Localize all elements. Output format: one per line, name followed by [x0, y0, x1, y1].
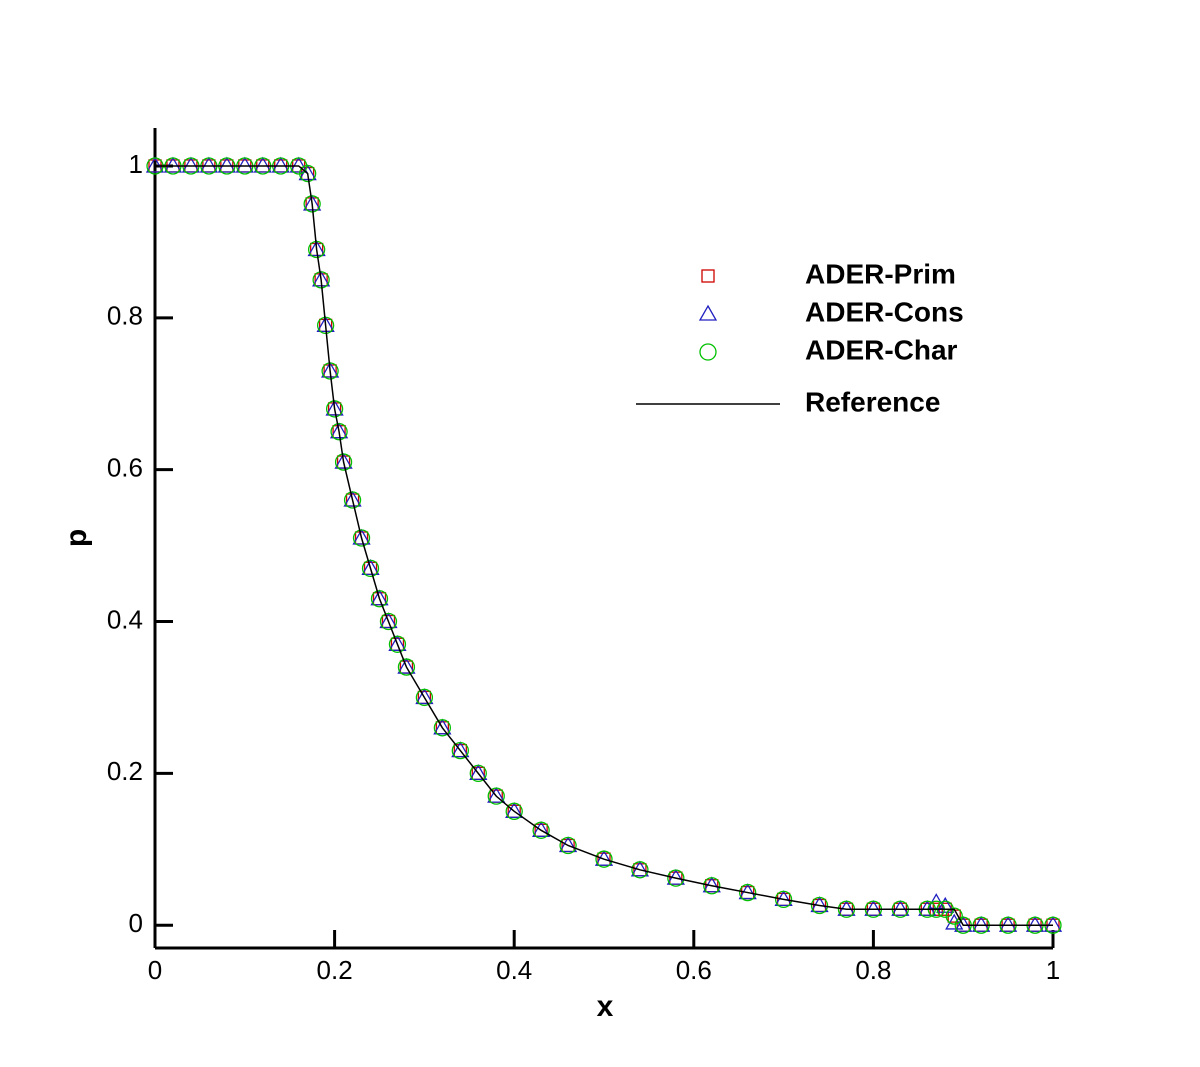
- x-tick-label: 1: [1046, 955, 1060, 985]
- x-tick-label: 0.8: [855, 955, 891, 985]
- x-tick-label: 0.6: [676, 955, 712, 985]
- data-point: [334, 452, 353, 469]
- data-point: [595, 850, 613, 868]
- legend-label: ADER-Cons: [805, 296, 964, 327]
- data-point: [487, 786, 506, 803]
- data-point: [945, 913, 964, 930]
- data-point: [388, 634, 407, 651]
- legend-label: ADER-Prim: [805, 258, 956, 289]
- data-point: [1025, 915, 1045, 932]
- data-point: [370, 589, 389, 606]
- data-point: [199, 156, 219, 173]
- legend-marker: [698, 304, 718, 321]
- data-point: [307, 240, 326, 259]
- data-point: [361, 559, 380, 576]
- data-point: [703, 877, 721, 895]
- data-point: [217, 156, 236, 173]
- data-point: [370, 590, 389, 608]
- x-tick-label: 0: [148, 955, 162, 985]
- data-point: [945, 907, 963, 925]
- data-point: [558, 836, 578, 853]
- data-point: [998, 915, 1018, 932]
- data-point: [505, 802, 523, 820]
- data-point: [352, 528, 371, 545]
- data-point: [299, 164, 317, 183]
- data-point: [972, 915, 991, 932]
- data-point: [505, 802, 524, 818]
- reference-line: [155, 165, 1053, 926]
- data-point: [433, 719, 452, 737]
- data-point: [289, 156, 308, 173]
- data-point: [145, 156, 165, 173]
- data-point: [415, 688, 434, 707]
- y-tick-label: 1: [129, 149, 143, 179]
- data-point: [954, 915, 973, 932]
- y-tick-label: 0.8: [107, 301, 143, 331]
- data-point: [343, 490, 362, 507]
- data-point: [181, 156, 201, 173]
- data-point: [163, 156, 183, 173]
- data-point: [559, 836, 577, 855]
- data-point: [936, 896, 955, 913]
- data-point: [1043, 915, 1063, 932]
- data-point: [343, 491, 362, 509]
- legend-label: Reference: [805, 386, 940, 417]
- legend-label: ADER-Char: [805, 334, 958, 365]
- data-point: [774, 890, 793, 909]
- x-tick-label: 0.2: [317, 955, 353, 985]
- data-point: [379, 612, 398, 631]
- y-axis-label: p: [60, 529, 93, 547]
- data-point: [739, 883, 757, 902]
- data-point: [891, 899, 910, 916]
- legend-marker: [699, 343, 717, 361]
- data-point: [667, 869, 685, 887]
- data-point: [631, 861, 649, 879]
- data-point: [316, 316, 335, 335]
- data-point: [388, 635, 407, 653]
- x-tick-label: 0.4: [496, 955, 532, 985]
- data-point: [325, 399, 344, 416]
- data-point: [397, 658, 416, 676]
- y-tick-label: 0.2: [107, 756, 143, 786]
- data-point: [271, 156, 290, 173]
- data-point: [334, 453, 353, 471]
- data-point: [325, 400, 344, 418]
- data-point: [532, 821, 551, 837]
- data-point: [307, 240, 326, 257]
- y-tick-label: 0.6: [107, 453, 143, 483]
- data-point: [469, 764, 487, 783]
- data-point: [433, 718, 452, 735]
- data-point: [235, 156, 254, 173]
- data-point: [329, 422, 349, 439]
- data-point: [321, 362, 339, 380]
- data-point: [352, 529, 371, 547]
- data-point: [487, 787, 505, 805]
- data-point: [253, 156, 272, 173]
- data-point: [303, 195, 321, 213]
- data-point: [927, 893, 946, 910]
- data-point: [810, 896, 829, 915]
- data-point: [864, 899, 883, 916]
- y-tick-label: 0.4: [107, 604, 143, 634]
- y-tick-label: 0: [129, 908, 143, 938]
- data-point: [532, 821, 550, 839]
- x-axis-label: x: [597, 990, 614, 1023]
- data-point: [451, 741, 470, 758]
- data-point: [361, 559, 380, 578]
- data-point: [379, 612, 398, 629]
- legend-marker: [701, 269, 715, 283]
- data-point: [469, 764, 488, 781]
- data-point: [330, 423, 348, 441]
- data-point: [451, 741, 469, 760]
- data-point: [312, 271, 330, 289]
- data-point: [397, 657, 416, 674]
- data-point: [415, 688, 434, 705]
